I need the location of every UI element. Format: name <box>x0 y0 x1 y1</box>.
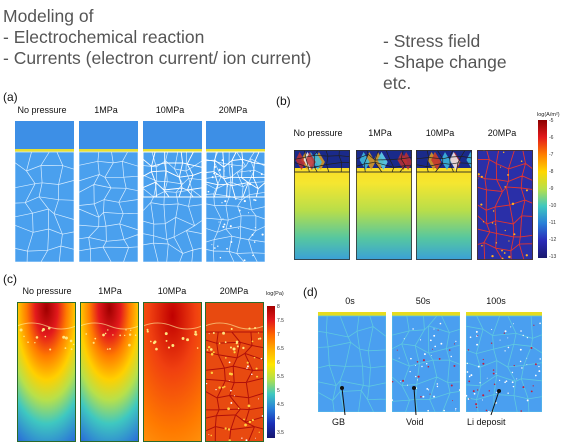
panel-d-col-0: 0s <box>345 296 355 306</box>
panel-a-label: (a) <box>3 90 18 104</box>
panel-c-col-1: 1MPa <box>98 286 122 296</box>
cb-b-tick-3: -8 <box>549 169 554 175</box>
panel-c-col-3: 20MPa <box>219 286 249 296</box>
panel-d-annotation-arrows <box>340 386 501 416</box>
panel-a-col-1: 1MPa <box>94 105 118 115</box>
cb-b-tick-1: -6 <box>549 135 554 141</box>
panel-b-colorbar <box>538 120 547 258</box>
panel-b-col-3: 20MPa <box>487 128 517 138</box>
panel-d-label: (d) <box>303 285 318 299</box>
panel-c-image-20mpa <box>205 302 264 442</box>
cb-c-tick-4: 6 <box>277 360 280 366</box>
cb-c-tick-0: 8 <box>277 304 280 310</box>
annotation-gb: GB <box>332 417 346 427</box>
panel-a-image-1mpa <box>79 121 138 262</box>
cb-b-tick-6: -11 <box>549 220 556 226</box>
panel-b-colorbar-title: log(A/m²) <box>537 112 560 118</box>
header-right-2: - Shape change <box>383 52 507 72</box>
panel-b-col-2: 10MPa <box>425 128 455 138</box>
cb-c-tick-6: 5 <box>277 388 280 394</box>
panel-c-image-10mpa <box>143 302 202 442</box>
cb-c-tick-9: 3.5 <box>277 430 284 436</box>
panel-b-colorbar-ticks: -5 -6 -7 -8 -9 -10 -11 -12 -13 <box>549 118 563 260</box>
panel-a-col-3: 20MPa <box>218 105 248 115</box>
panel-a-col-0: No pressure <box>17 105 67 115</box>
panel-c-image-1mpa <box>80 302 139 442</box>
panel-c-colorbar-title: log(Pa) <box>266 291 284 297</box>
cb-b-tick-7: -12 <box>549 237 557 243</box>
panel-a-image-20mpa <box>206 121 265 262</box>
header-line-3: - Currents (electron current/ ion curren… <box>3 48 312 68</box>
panel-d-image-100s <box>466 312 542 412</box>
panel-c-label: (c) <box>3 272 17 286</box>
panel-b-label: (b) <box>276 94 291 108</box>
cb-c-tick-8: 4 <box>277 416 280 422</box>
cb-b-tick-2: -7 <box>549 152 554 158</box>
cb-c-tick-2: 7 <box>277 332 280 338</box>
cb-b-tick-8: -13 <box>549 254 557 260</box>
cb-b-tick-5: -10 <box>549 203 557 209</box>
panel-a-image-10mpa <box>143 121 202 262</box>
panel-c-colorbar <box>267 306 275 438</box>
panel-b-image-1mpa <box>356 150 412 260</box>
panel-d-image-50s <box>392 312 460 412</box>
panel-b-col-0: No pressure <box>293 128 343 138</box>
cb-b-tick-4: -9 <box>549 186 554 192</box>
cb-c-tick-5: 5.5 <box>277 374 284 380</box>
cb-c-tick-7: 4.5 <box>277 402 284 408</box>
annotation-void: Void <box>406 417 424 427</box>
panel-b-image-10mpa <box>416 150 472 260</box>
cb-b-tick-0: -5 <box>549 118 554 124</box>
header-right-1: - Stress field <box>383 31 481 51</box>
header-right-3: etc. <box>383 73 412 93</box>
panel-c-image-no-pressure <box>17 302 76 442</box>
panel-a-image-no-pressure <box>15 121 74 262</box>
cb-c-tick-3: 6.5 <box>277 346 284 352</box>
header-line-1: Modeling of <box>3 6 94 26</box>
panel-d-image-0s <box>318 312 386 412</box>
panel-d-col-2: 100s <box>486 296 506 306</box>
panel-c-col-2: 10MPa <box>157 286 187 296</box>
panel-c-colorbar-ticks: 8 7.5 7 6.5 6 5.5 5 4.5 4 3.5 <box>277 304 287 440</box>
panel-b-col-1: 1MPa <box>368 128 392 138</box>
annotation-li-deposit: Li deposit <box>467 417 506 427</box>
panel-b-image-20mpa <box>477 150 533 260</box>
panel-d-col-1: 50s <box>415 296 431 306</box>
panel-b-image-no-pressure <box>294 150 350 260</box>
panel-a-col-2: 10MPa <box>155 105 185 115</box>
cb-c-tick-1: 7.5 <box>277 318 284 324</box>
panel-c-col-0: No pressure <box>22 286 72 296</box>
header-line-2: - Electrochemical reaction <box>3 27 205 47</box>
